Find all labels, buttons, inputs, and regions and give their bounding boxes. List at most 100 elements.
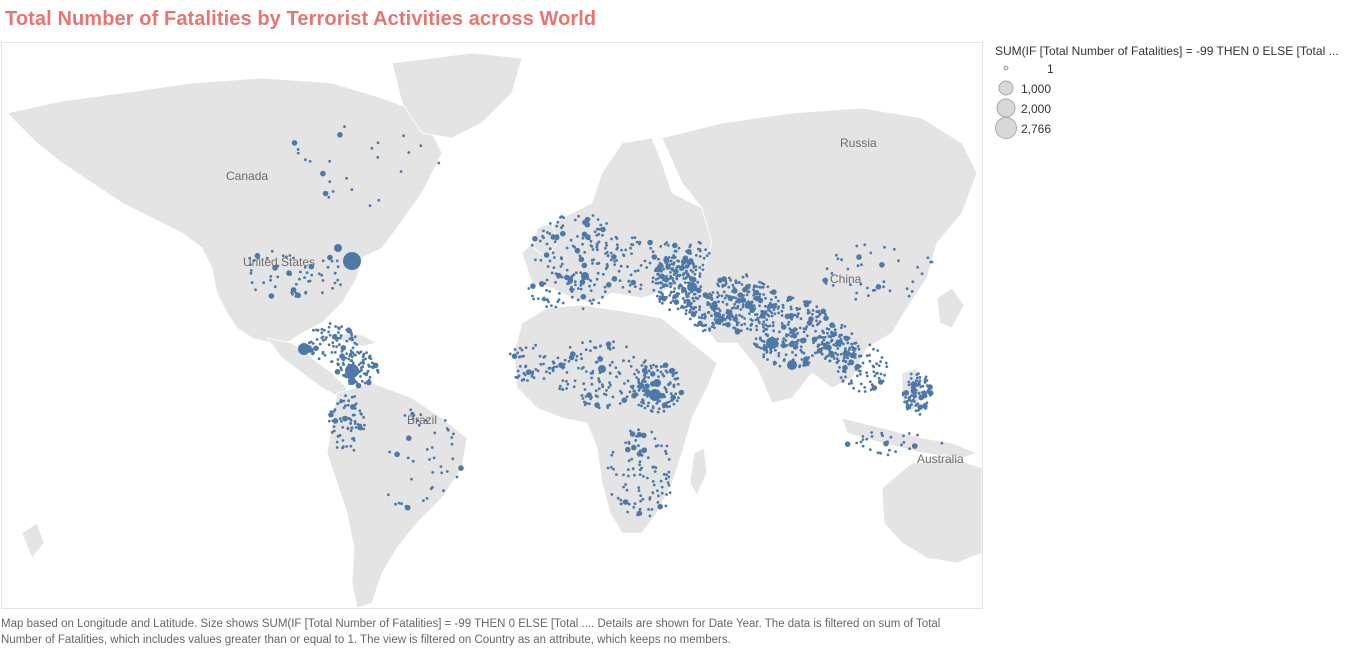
fatality-marker[interactable]	[363, 423, 366, 427]
fatality-marker[interactable]	[659, 365, 663, 369]
fatality-marker[interactable]	[796, 331, 800, 335]
fatality-marker[interactable]	[353, 335, 357, 339]
fatality-marker[interactable]	[840, 326, 843, 330]
fatality-marker[interactable]	[332, 418, 339, 424]
fatality-marker[interactable]	[648, 496, 652, 499]
fatality-marker[interactable]	[806, 311, 810, 315]
fatality-marker[interactable]	[440, 471, 444, 475]
fatality-marker[interactable]	[685, 299, 689, 303]
fatality-marker[interactable]	[631, 384, 635, 388]
fatality-marker[interactable]	[612, 346, 615, 350]
fatality-marker[interactable]	[710, 293, 713, 297]
fatality-marker[interactable]	[710, 325, 714, 328]
fatality-marker[interactable]	[633, 372, 636, 376]
fatality-marker[interactable]	[377, 198, 381, 202]
fatality-marker[interactable]	[595, 233, 599, 237]
fatality-marker[interactable]	[656, 501, 660, 504]
fatality-marker[interactable]	[672, 294, 676, 298]
fatality-marker[interactable]	[914, 389, 918, 392]
fatality-marker[interactable]	[805, 334, 809, 338]
fatality-marker[interactable]	[714, 315, 718, 319]
fatality-marker[interactable]	[606, 346, 610, 350]
fatality-marker[interactable]	[840, 258, 843, 262]
fatality-marker[interactable]	[596, 218, 600, 221]
fatality-marker[interactable]	[609, 258, 613, 262]
fatality-marker[interactable]	[545, 305, 548, 308]
fatality-marker[interactable]	[918, 375, 922, 379]
fatality-marker[interactable]	[404, 504, 411, 511]
fatality-marker[interactable]	[590, 382, 594, 386]
fatality-marker[interactable]	[630, 279, 637, 286]
fatality-marker[interactable]	[842, 359, 846, 362]
fatality-marker[interactable]	[394, 502, 397, 506]
fatality-marker[interactable]	[627, 459, 631, 463]
fatality-marker[interactable]	[836, 347, 840, 350]
fatality-marker[interactable]	[628, 283, 632, 287]
fatality-marker[interactable]	[766, 358, 769, 361]
fatality-marker[interactable]	[583, 250, 587, 254]
fatality-marker[interactable]	[684, 292, 688, 296]
fatality-marker[interactable]	[627, 502, 631, 506]
fatality-marker[interactable]	[388, 450, 392, 454]
fatality-marker[interactable]	[365, 351, 368, 355]
fatality-marker[interactable]	[672, 384, 676, 388]
fatality-marker[interactable]	[432, 456, 436, 460]
fatality-marker[interactable]	[573, 280, 577, 284]
fatality-marker[interactable]	[328, 412, 334, 418]
fatality-marker[interactable]	[789, 331, 792, 335]
fatality-marker[interactable]	[312, 328, 315, 332]
fatality-marker[interactable]	[250, 281, 254, 284]
fatality-marker[interactable]	[629, 365, 633, 368]
fatality-marker[interactable]	[619, 502, 623, 506]
fatality-marker[interactable]	[652, 483, 656, 487]
fatality-marker[interactable]	[285, 255, 288, 259]
fatality-marker[interactable]	[693, 323, 697, 327]
fatality-marker[interactable]	[667, 400, 671, 404]
fatality-marker[interactable]	[676, 382, 680, 386]
fatality-marker[interactable]	[579, 271, 583, 275]
fatality-marker[interactable]	[745, 273, 748, 276]
fatality-marker[interactable]	[580, 357, 583, 361]
fatality-marker[interactable]	[812, 341, 815, 344]
fatality-marker[interactable]	[550, 271, 554, 275]
fatality-marker[interactable]	[703, 316, 706, 320]
fatality-marker[interactable]	[600, 226, 606, 233]
fatality-marker[interactable]	[818, 320, 822, 323]
fatality-marker[interactable]	[674, 392, 678, 396]
fatality-marker[interactable]	[879, 262, 885, 268]
fatality-marker[interactable]	[349, 422, 352, 425]
fatality-marker[interactable]	[296, 151, 300, 155]
fatality-marker[interactable]	[597, 261, 601, 265]
fatality-marker[interactable]	[752, 288, 755, 292]
fatality-marker[interactable]	[799, 345, 803, 349]
fatality-marker[interactable]	[530, 374, 534, 378]
fatality-marker[interactable]	[534, 258, 537, 262]
fatality-marker[interactable]	[362, 352, 366, 356]
fatality-marker[interactable]	[605, 341, 612, 348]
fatality-marker[interactable]	[729, 278, 732, 282]
fatality-marker[interactable]	[327, 343, 331, 347]
fatality-marker[interactable]	[334, 369, 341, 375]
fatality-marker[interactable]	[362, 427, 365, 431]
fatality-marker[interactable]	[672, 254, 676, 257]
fatality-marker[interactable]	[907, 380, 911, 384]
fatality-marker[interactable]	[318, 342, 322, 346]
fatality-marker[interactable]	[762, 340, 766, 343]
fatality-marker[interactable]	[798, 307, 802, 311]
fatality-marker[interactable]	[361, 360, 365, 364]
fatality-marker[interactable]	[548, 222, 552, 225]
fatality-marker[interactable]	[762, 355, 766, 359]
fatality-marker[interactable]	[754, 337, 758, 341]
fatality-marker[interactable]	[605, 265, 609, 269]
fatality-marker[interactable]	[856, 344, 860, 348]
fatality-marker[interactable]	[636, 385, 640, 388]
fatality-marker[interactable]	[581, 236, 585, 240]
fatality-marker[interactable]	[340, 368, 343, 372]
fatality-marker-large[interactable]	[745, 301, 753, 309]
fatality-marker[interactable]	[624, 441, 628, 445]
fatality-marker[interactable]	[335, 440, 339, 444]
fatality-marker[interactable]	[642, 377, 646, 381]
fatality-marker[interactable]	[688, 275, 692, 279]
fatality-marker[interactable]	[672, 402, 676, 406]
fatality-marker[interactable]	[321, 291, 324, 295]
